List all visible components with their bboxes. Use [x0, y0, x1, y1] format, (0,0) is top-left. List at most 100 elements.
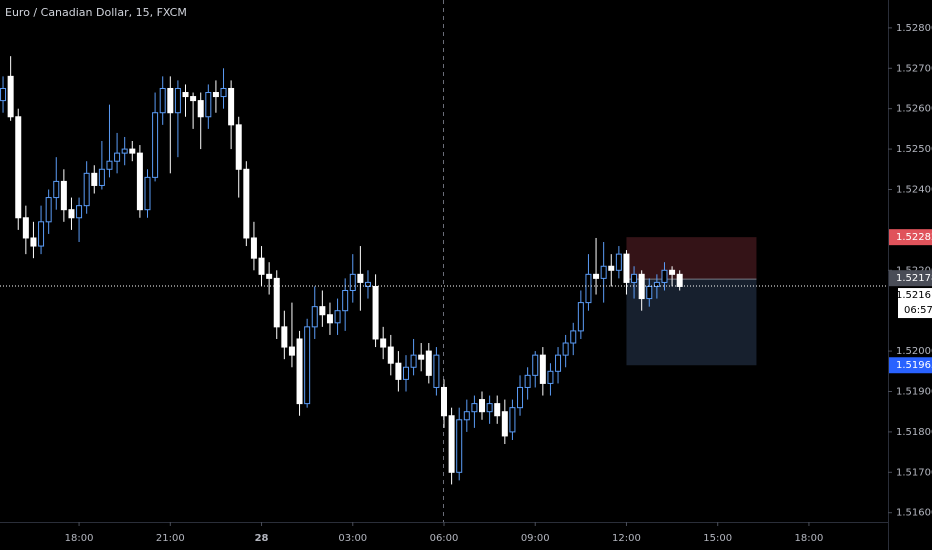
candle-body: [15, 116, 22, 219]
candle-body: [555, 354, 562, 372]
candle-body: [539, 354, 546, 384]
x-tick-label: 06:00: [430, 533, 459, 544]
candle-body: [205, 92, 212, 118]
candle-body: [121, 148, 128, 154]
candle-body: [456, 419, 463, 473]
candle-body: [212, 92, 219, 98]
stop-label: 1.52282: [896, 232, 932, 243]
x-tick-label: 18:00: [65, 533, 94, 544]
candle-body: [342, 289, 349, 312]
candle-body: [463, 411, 470, 421]
candle-body: [136, 152, 143, 211]
candle-body: [98, 168, 105, 186]
candle-body: [60, 180, 67, 211]
candle-body: [395, 362, 402, 380]
candle-body: [364, 281, 371, 287]
entry-label: 1.52178: [896, 273, 932, 284]
candle-body: [159, 87, 166, 114]
candle-body: [319, 306, 326, 316]
candle-body: [425, 350, 432, 376]
candle-body: [30, 237, 37, 247]
candle-body: [501, 411, 508, 437]
candle-body: [45, 197, 52, 223]
x-tick-label: 18:00: [795, 533, 824, 544]
candle-body: [524, 374, 531, 388]
candle-body: [570, 330, 577, 344]
y-tick-label: 1.51900: [896, 387, 932, 398]
x-tick-label: 28: [255, 533, 269, 544]
last-price-box: [898, 288, 932, 319]
candle-body: [304, 326, 311, 405]
candle-body: [494, 403, 501, 417]
candle-body: [114, 152, 121, 162]
x-tick-label: 03:00: [338, 533, 367, 544]
stop-zone: [626, 237, 757, 280]
candle-body: [387, 346, 394, 364]
candle-body: [167, 87, 174, 114]
candle-body: [600, 265, 607, 279]
candle-body: [197, 100, 204, 118]
candle-body: [676, 273, 683, 287]
candle-body: [669, 269, 676, 275]
candle-body: [76, 205, 83, 219]
candle-body: [479, 399, 486, 413]
candle-body: [646, 285, 653, 300]
candle-body: [68, 209, 75, 219]
x-tick-label: 09:00: [521, 533, 550, 544]
y-tick-label: 1.52600: [896, 104, 932, 115]
candle-body: [547, 370, 554, 384]
candle-body: [266, 273, 273, 279]
candle-body: [273, 277, 280, 328]
candle-body: [585, 273, 592, 304]
x-tick-label: 15:00: [703, 533, 732, 544]
y-tick-label: 1.51700: [896, 467, 932, 478]
candle-body: [661, 269, 668, 283]
y-tick-label: 1.52700: [896, 63, 932, 74]
candle-body: [402, 366, 409, 380]
candle-body: [326, 314, 333, 324]
candle-body: [380, 338, 387, 348]
candle-body: [220, 87, 227, 98]
candle-body: [357, 273, 364, 283]
candle-body: [288, 346, 295, 356]
candle-body: [418, 354, 425, 360]
y-tick-label: 1.51800: [896, 427, 932, 438]
countdown: 06:57: [904, 305, 932, 316]
candle-body: [182, 92, 189, 98]
candle-body: [296, 338, 303, 405]
target-label: 1.51965: [896, 360, 932, 371]
candle-body: [577, 302, 584, 332]
candle-body: [106, 160, 113, 170]
stop-label-box: [889, 229, 932, 246]
candle-body: [7, 75, 14, 118]
y-tick-label: 1.52400: [896, 184, 932, 195]
candle-body: [372, 285, 379, 340]
candle-body: [174, 87, 181, 114]
entry-label-box: [889, 270, 932, 287]
candle-body: [593, 273, 600, 279]
candle-body: [83, 172, 90, 207]
last-price-label: 1.52161: [896, 290, 932, 301]
candle-body: [190, 96, 197, 102]
candle-body: [22, 217, 29, 239]
candle-body: [38, 221, 45, 247]
candle-body: [562, 342, 569, 356]
candle-body: [311, 306, 318, 328]
candle-body: [486, 403, 493, 413]
candle-body: [235, 124, 242, 170]
candle-body: [631, 273, 638, 283]
target-label-box: [889, 357, 932, 374]
candle-body: [0, 87, 7, 102]
candle-body: [53, 180, 60, 199]
candle-body: [441, 386, 447, 417]
y-tick-label: 1.52000: [896, 346, 932, 357]
candle-body: [653, 281, 660, 287]
candle-body: [471, 403, 478, 413]
chart-title: Euro / Canadian Dollar, 15, FXCM: [5, 6, 187, 19]
candle-body: [509, 407, 516, 433]
candle-body: [258, 257, 265, 275]
y-tick-label: 1.51600: [896, 508, 932, 519]
candle-body: [623, 253, 630, 283]
